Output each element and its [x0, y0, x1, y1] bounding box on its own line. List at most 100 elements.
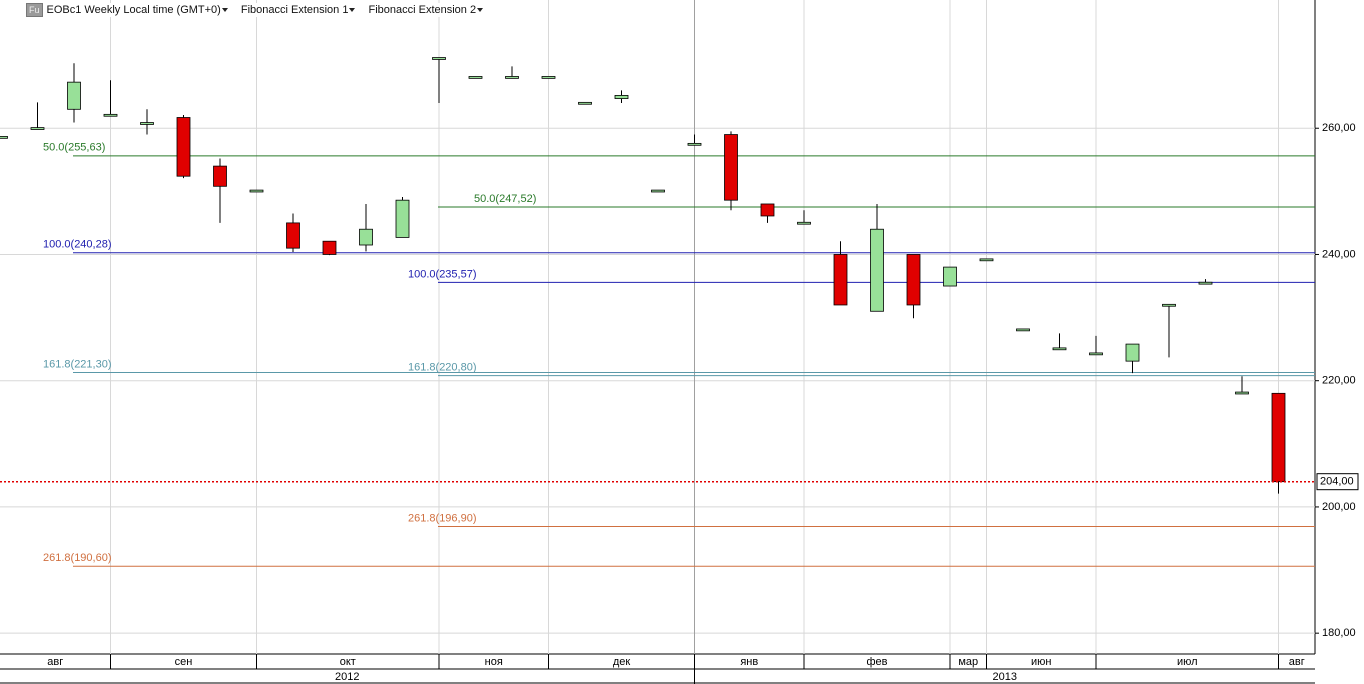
fib-label: 161.8(220,80)	[408, 362, 477, 374]
candle	[1235, 376, 1249, 395]
candle-body	[0, 136, 8, 139]
fib-label: 261.8(196,90)	[408, 512, 477, 524]
candle	[322, 240, 337, 256]
candle	[103, 80, 118, 117]
candle-body	[286, 222, 300, 249]
candle-body	[176, 117, 191, 177]
candle-body	[1016, 328, 1030, 332]
candle-body	[651, 189, 665, 193]
y-tick-label: 220,00	[1322, 375, 1356, 387]
candle	[943, 266, 957, 287]
candle	[760, 203, 775, 223]
candle	[176, 114, 191, 179]
candle-body	[906, 254, 921, 306]
y-tick-label: 180,00	[1322, 627, 1356, 639]
candle-body	[724, 134, 738, 201]
x-tick-label: авг	[47, 656, 63, 668]
candle-body	[432, 57, 446, 60]
dropdown-arrow	[477, 8, 484, 12]
x-tick-label: ноя	[485, 656, 503, 668]
candle	[1271, 392, 1286, 494]
x-tick-label: окт	[340, 656, 356, 668]
candle	[1089, 335, 1103, 356]
candle	[286, 213, 300, 252]
x-tick-label: фев	[866, 656, 887, 668]
candle	[359, 203, 373, 252]
candle	[1052, 333, 1067, 351]
candle-body	[979, 258, 994, 262]
candle	[1198, 279, 1213, 285]
chart-title: EOBc1 Weekly Local time (GMT+0)	[46, 4, 221, 16]
y-tick-label: 260,00	[1322, 122, 1356, 134]
fib-label: 100.0(240,28)	[43, 239, 112, 251]
fib-name: Fibonacci Extension 1	[240, 4, 349, 16]
fib1-menu[interactable]: Fibonacci Extension 1	[241, 4, 357, 16]
candle-body	[505, 76, 519, 79]
candle-body	[760, 203, 775, 217]
candle-body	[943, 266, 957, 287]
candle	[651, 189, 665, 193]
candle-body	[395, 199, 410, 238]
dropdown-arrow	[221, 8, 228, 12]
candle-body	[30, 127, 45, 130]
candle	[1162, 303, 1176, 358]
chart-header: Fu EOBc1 Weekly Local time (GMT+0) Fibon…	[26, 3, 493, 17]
last-price-box	[1316, 473, 1359, 491]
symbol-icon: Fu	[26, 3, 43, 17]
fib-label: 50.0(255,63)	[43, 142, 105, 154]
x-tick-label: июн	[1031, 656, 1051, 668]
candle	[249, 189, 264, 193]
candle-body	[249, 189, 264, 193]
x-tick-label: авг	[1289, 656, 1305, 668]
fib-label: 161.8(221,30)	[43, 358, 112, 370]
fib2-menu[interactable]: Fibonacci Extension 2	[368, 4, 484, 16]
candle-body	[140, 122, 154, 125]
year-label: 2012	[335, 671, 359, 683]
candle-body	[322, 240, 337, 255]
candle	[687, 134, 702, 146]
candle	[979, 258, 994, 262]
x-tick-label: июл	[1177, 656, 1198, 668]
candle-body	[468, 76, 483, 79]
fib-label: 50.0(247,52)	[474, 193, 536, 205]
candle	[0, 136, 8, 139]
candle-body	[870, 228, 884, 312]
x-tick-label: мар	[958, 656, 978, 668]
candle-body	[1271, 392, 1286, 483]
candle-body	[1235, 391, 1249, 395]
candle-body	[213, 165, 227, 187]
candle-body	[1198, 281, 1213, 285]
candle	[395, 197, 410, 238]
candle-body	[67, 81, 81, 110]
candle	[906, 254, 921, 319]
candle-body	[797, 221, 811, 225]
candle	[140, 109, 154, 135]
candle	[67, 63, 81, 123]
candle	[1125, 343, 1140, 374]
y-tick-label: 240,00	[1322, 248, 1356, 260]
candle-body	[687, 142, 702, 146]
y-tick-label: 200,00	[1322, 501, 1356, 513]
x-tick-label: янв	[740, 656, 758, 668]
candle	[833, 241, 848, 306]
candle-body	[541, 76, 556, 79]
candle	[870, 203, 884, 312]
candle-body	[359, 228, 373, 246]
candle	[541, 76, 556, 79]
last-price-label: 204,00	[1320, 476, 1354, 488]
candle	[468, 76, 483, 79]
candle-body	[103, 113, 118, 117]
candle	[578, 101, 592, 105]
candle	[1016, 328, 1030, 332]
x-tick-label: дек	[613, 656, 631, 668]
candle	[505, 66, 519, 79]
symbol-menu[interactable]: EOBc1 Weekly Local time (GMT+0)	[47, 4, 229, 16]
fib-label: 100.0(235,57)	[408, 268, 477, 280]
candle-body	[1052, 347, 1067, 351]
candle	[432, 57, 446, 103]
fib-label: 261.8(190,60)	[43, 552, 112, 564]
candle	[797, 210, 811, 225]
candle	[213, 158, 227, 223]
fib-name: Fibonacci Extension 2	[368, 4, 477, 16]
